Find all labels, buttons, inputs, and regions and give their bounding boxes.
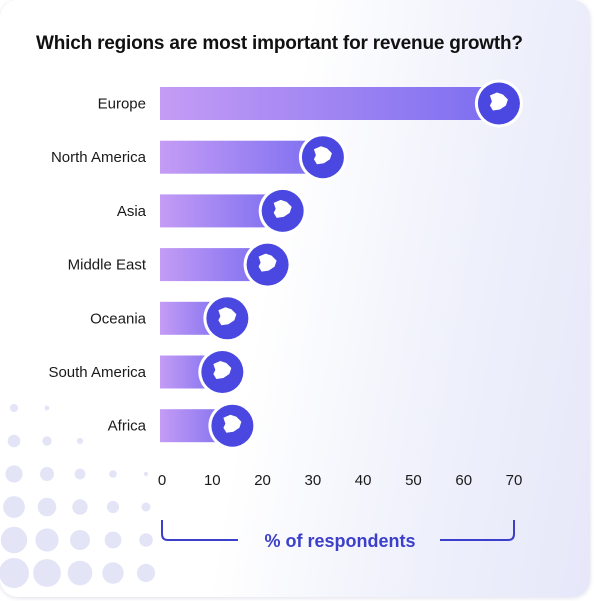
x-tick-label: 50 [405, 472, 422, 489]
axis-bracket-left [161, 520, 238, 541]
south-america-map-icon [198, 348, 247, 396]
oceania-map-icon [203, 294, 252, 343]
decorative-dot [76, 437, 84, 445]
asia-map-icon [258, 186, 307, 235]
decorative-dot [70, 530, 90, 550]
decorative-dot [109, 470, 117, 478]
decorative-dot [136, 563, 156, 583]
decorative-dot [139, 533, 153, 547]
decorative-dot [35, 528, 59, 552]
decorative-dot [42, 436, 52, 446]
axis-bracket-right [440, 520, 515, 541]
decorative-dot [5, 465, 23, 483]
x-tick-label: 0 [158, 472, 166, 489]
decorative-dot [40, 467, 54, 481]
decorative-dot [0, 558, 29, 588]
europe-map-icon [474, 79, 523, 128]
decorative-dot [33, 559, 61, 587]
category-label: Oceania [90, 310, 147, 327]
x-tick-label: 70 [506, 472, 523, 489]
decorative-dot [10, 404, 18, 412]
decorative-dot [37, 497, 57, 517]
decorative-dot [141, 502, 151, 512]
decorative-dot [3, 496, 25, 518]
north-america-map-icon [298, 133, 347, 182]
decorative-dot [106, 500, 120, 514]
decorative-dot [0, 526, 28, 554]
bar-north-america [160, 140, 323, 174]
category-label: South America [48, 364, 146, 381]
decorative-dot [104, 531, 122, 549]
x-tick-label: 40 [355, 472, 372, 489]
decorative-dot [143, 471, 149, 477]
africa-map-icon [208, 401, 257, 450]
decorative-dot [74, 468, 86, 480]
category-label: Europe [98, 96, 146, 113]
category-label: North America [51, 149, 147, 166]
middle-east-map-icon [243, 240, 292, 289]
decorative-dot [102, 562, 124, 584]
x-tick-label: 60 [455, 472, 472, 489]
category-label: Asia [117, 203, 147, 220]
bar-europe [160, 87, 499, 120]
x-tick-label: 20 [254, 472, 271, 489]
decorative-dot [72, 499, 88, 515]
category-label: Africa [108, 418, 147, 435]
x-axis-label: % of respondents [264, 531, 415, 551]
category-label: Middle East [68, 257, 147, 274]
decorative-dot [67, 560, 93, 586]
decorative-dot [44, 405, 50, 411]
x-tick-label: 30 [305, 472, 322, 489]
x-tick-label: 10 [204, 472, 221, 489]
decorative-dot [7, 434, 21, 448]
chart-title: Which regions are most important for rev… [36, 33, 523, 54]
